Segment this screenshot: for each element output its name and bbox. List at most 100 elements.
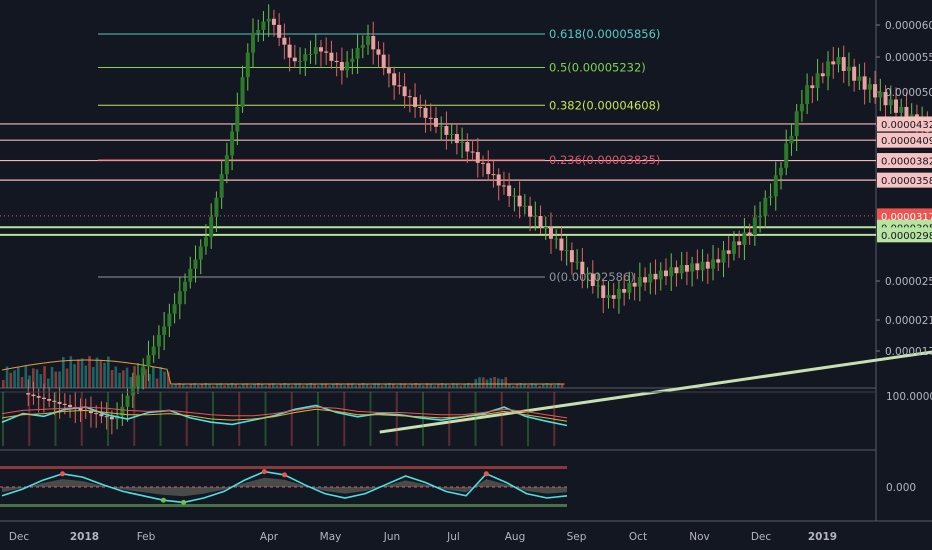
volume-bar: [272, 383, 275, 388]
candle-body: [758, 215, 763, 218]
volume-bar: [5, 366, 9, 388]
volume-bar: [560, 383, 564, 388]
candle-body: [831, 61, 836, 65]
candle-body: [130, 386, 135, 396]
oscillator-signal-bar: [369, 392, 372, 446]
candle-body: [580, 261, 585, 275]
candle-body: [287, 44, 292, 58]
volume-bar: [324, 383, 328, 388]
volume-bar: [242, 383, 245, 388]
candle-body: [507, 185, 512, 197]
volume-bar: [463, 383, 466, 388]
candle-body: [303, 54, 308, 61]
candle-body: [371, 35, 376, 50]
trendline-support[interactable]: [379, 174, 932, 434]
volume-bar: [392, 384, 395, 388]
volume-bar: [13, 370, 16, 388]
volume-bar: [377, 383, 380, 388]
volume-bar: [212, 385, 215, 388]
candle-body: [883, 91, 888, 106]
candle-body: [439, 126, 444, 128]
volume-bar: [407, 385, 410, 388]
candle-body: [355, 47, 360, 59]
candle-body: [679, 265, 684, 274]
candle-body: [836, 57, 841, 65]
candle-body: [616, 288, 621, 299]
candle-body: [789, 135, 794, 144]
volume-bar: [234, 383, 238, 388]
volume-bar: [249, 385, 253, 388]
candle-body: [768, 196, 773, 198]
time-axis-label: Oct: [629, 531, 647, 543]
volume-bar: [197, 385, 200, 388]
volume-bar: [305, 384, 309, 388]
candle-body: [26, 393, 31, 395]
volume-bar: [54, 371, 58, 388]
oscillator-signal-bar: [185, 392, 188, 446]
candle-body: [172, 304, 177, 314]
volume-bar: [403, 383, 406, 388]
candle-body: [611, 295, 616, 299]
volume-bar: [189, 383, 193, 388]
candle-body: [778, 167, 783, 176]
candle-body: [512, 195, 517, 197]
candle-body: [486, 163, 491, 175]
volume-bar: [302, 385, 305, 388]
candle-body: [632, 282, 637, 287]
volume-bar: [530, 383, 534, 388]
volume-bar: [497, 378, 500, 388]
volume-bar: [167, 371, 170, 388]
candle-body: [826, 61, 831, 77]
candle-body: [277, 24, 282, 38]
candle-body: [376, 49, 381, 55]
volume-bar: [50, 366, 54, 388]
volume-bar: [527, 385, 530, 388]
oscillator-signal-bar: [54, 392, 57, 446]
candle-body: [52, 400, 57, 402]
volume-bar: [508, 383, 511, 388]
volume-bar: [350, 383, 354, 388]
oscillator-signal-bar: [107, 392, 109, 446]
volume-bar: [320, 383, 324, 388]
volume-bar: [58, 371, 61, 388]
time-axis-label: Feb: [137, 531, 156, 543]
volume-bar: [362, 383, 365, 388]
candle-body: [747, 232, 752, 236]
oscillator-signal-bar: [317, 392, 319, 446]
volume-bar: [380, 385, 384, 388]
candle-body: [68, 404, 73, 407]
candle-body: [888, 99, 893, 106]
volume-bar: [118, 372, 121, 388]
candle-body: [308, 54, 313, 56]
candle-body: [873, 84, 878, 98]
candle-body: [904, 106, 909, 121]
candle-body: [454, 134, 459, 143]
candle-body: [198, 246, 203, 260]
volume-bar: [542, 383, 545, 388]
volume-bar: [77, 359, 80, 388]
price-badge: [877, 227, 932, 243]
candle-body: [716, 259, 721, 263]
price-badge-label: 0.00003582: [881, 176, 932, 187]
price-badge: [877, 116, 932, 132]
candle-body: [146, 355, 151, 367]
volume-bar: [92, 367, 95, 388]
oscillator-signal-bar: [2, 392, 4, 446]
volume-bar: [448, 385, 451, 388]
momentum-signal-dot: [282, 472, 287, 478]
volume-bar: [287, 384, 290, 388]
volume-bar: [95, 357, 99, 388]
volume-bar: [290, 385, 294, 388]
volume-bar: [28, 375, 31, 388]
volume-bar: [347, 383, 350, 388]
volume-bar: [129, 376, 133, 388]
time-axis-label: Jul: [446, 531, 460, 543]
volume-bar: [185, 385, 189, 388]
candle-body: [658, 270, 663, 280]
momentum-signal-dot: [60, 471, 66, 477]
oscillator-series-line: [1, 406, 568, 419]
candle-body: [648, 273, 653, 283]
volume-bar: [159, 366, 163, 388]
volume-bar: [62, 356, 65, 388]
